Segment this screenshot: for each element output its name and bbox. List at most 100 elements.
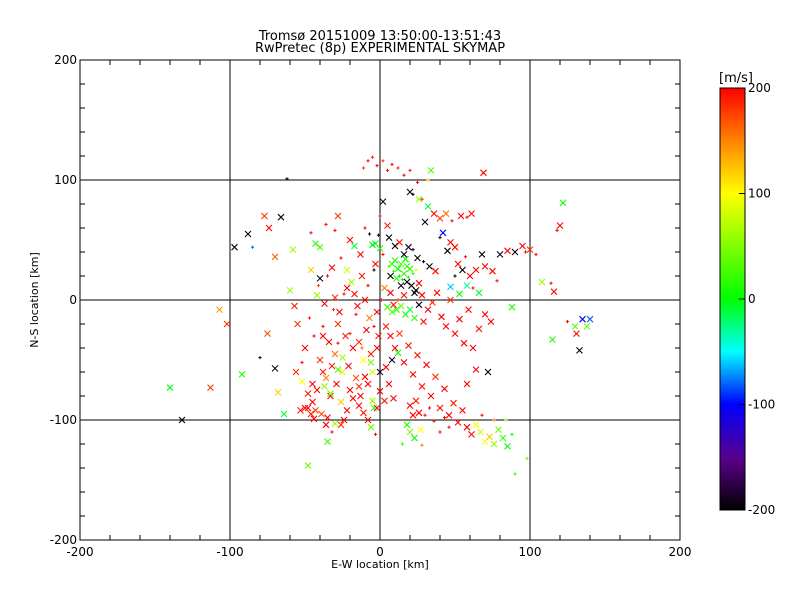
data-point-x-marker bbox=[387, 272, 394, 280]
data-point-plus-marker bbox=[331, 308, 336, 312]
data-point-x-marker bbox=[367, 350, 375, 358]
grid-lines bbox=[80, 60, 680, 540]
data-point-x-marker bbox=[324, 414, 331, 421]
data-point-plus-marker bbox=[285, 177, 289, 181]
data-point-plus-marker bbox=[366, 284, 370, 288]
data-point-x-marker bbox=[360, 356, 367, 364]
data-point-plus-marker bbox=[250, 245, 255, 249]
data-point-x-marker bbox=[405, 342, 412, 349]
data-point-plus-marker bbox=[376, 233, 381, 237]
data-point-plus-marker bbox=[411, 248, 415, 252]
data-point-x-marker bbox=[373, 308, 381, 316]
data-point-x-marker bbox=[472, 366, 480, 373]
data-point-x-marker bbox=[420, 318, 427, 325]
data-point-x-marker bbox=[223, 320, 231, 328]
data-point-plus-marker bbox=[397, 274, 402, 278]
x-axis-label: E-W location [km] bbox=[331, 558, 429, 571]
data-point-x-marker bbox=[367, 359, 375, 366]
data-point-x-marker bbox=[298, 378, 306, 385]
data-point-plus-marker bbox=[348, 332, 352, 336]
data-point-x-marker bbox=[396, 330, 403, 337]
data-point-x-marker bbox=[292, 368, 300, 376]
data-point-x-marker bbox=[415, 409, 423, 417]
data-point-x-marker bbox=[381, 397, 388, 405]
data-point-x-marker bbox=[207, 384, 214, 391]
data-point-x-marker bbox=[489, 267, 496, 275]
data-point-x-marker bbox=[511, 248, 519, 256]
data-point-x-marker bbox=[409, 411, 417, 419]
data-point-x-marker bbox=[573, 330, 580, 337]
data-point-x-marker bbox=[351, 242, 358, 250]
data-point-x-marker bbox=[478, 251, 486, 258]
x-tick-label: 0 bbox=[376, 545, 384, 559]
data-point-x-marker bbox=[576, 347, 583, 354]
data-point-plus-marker bbox=[333, 228, 337, 232]
data-point-x-marker bbox=[403, 421, 411, 429]
data-point-x-marker bbox=[310, 415, 318, 423]
data-point-x-marker bbox=[316, 275, 324, 282]
data-point-plus-marker bbox=[438, 236, 442, 240]
data-point-x-marker bbox=[363, 326, 370, 334]
data-point-x-marker bbox=[480, 169, 487, 177]
data-point-x-marker bbox=[309, 380, 316, 388]
data-point-x-marker bbox=[447, 283, 454, 291]
data-point-plus-marker bbox=[363, 226, 367, 230]
data-point-plus-marker bbox=[321, 324, 325, 328]
data-point-x-marker bbox=[403, 278, 411, 286]
data-point-x-marker bbox=[328, 264, 336, 271]
data-point-x-marker bbox=[358, 272, 366, 280]
data-point-plus-marker bbox=[471, 286, 475, 290]
colorbar-tick-label: -200 bbox=[748, 503, 775, 517]
data-point-x-marker bbox=[337, 421, 345, 429]
data-point-x-marker bbox=[349, 344, 357, 352]
data-point-x-marker bbox=[454, 419, 462, 426]
data-point-plus-marker bbox=[565, 320, 570, 324]
data-point-x-marker bbox=[444, 247, 451, 255]
data-point-plus-marker bbox=[504, 418, 508, 422]
x-tick-label: -100 bbox=[216, 545, 243, 559]
data-point-plus-marker bbox=[447, 425, 451, 429]
data-point-x-marker bbox=[424, 203, 432, 210]
data-point-plus-marker bbox=[523, 250, 528, 254]
y-tick-labels: -200 -100 0 100 200 bbox=[50, 53, 77, 547]
data-point-x-marker bbox=[312, 407, 319, 414]
data-point-plus-marker bbox=[396, 298, 400, 302]
data-point-x-marker bbox=[319, 332, 327, 340]
data-point-x-marker bbox=[294, 320, 301, 328]
data-point-x-marker bbox=[280, 410, 288, 418]
data-point-x-marker bbox=[316, 356, 324, 364]
data-point-x-marker bbox=[334, 320, 342, 328]
data-point-x-marker bbox=[508, 303, 516, 311]
data-point-x-marker bbox=[321, 383, 328, 390]
data-point-x-marker bbox=[364, 416, 372, 424]
data-point-x-marker bbox=[414, 254, 421, 262]
data-point-plus-marker bbox=[370, 155, 375, 159]
data-point-plus-marker bbox=[324, 222, 328, 226]
data-point-x-marker bbox=[484, 368, 492, 376]
data-point-x-marker bbox=[388, 356, 396, 364]
data-point-plus-marker bbox=[381, 159, 385, 163]
data-point-x-marker bbox=[291, 302, 298, 310]
colorbar-unit-label: [m/s] bbox=[719, 71, 753, 86]
data-point-plus-marker bbox=[463, 255, 468, 259]
x-tick-label: -200 bbox=[66, 545, 93, 559]
data-point-x-marker bbox=[391, 242, 399, 250]
data-point-plus-marker bbox=[420, 443, 424, 447]
data-point-x-marker bbox=[538, 278, 546, 286]
data-point-x-marker bbox=[301, 404, 309, 412]
data-point-plus-marker bbox=[307, 316, 312, 320]
x-tick-label: 200 bbox=[669, 545, 692, 559]
data-point-x-marker bbox=[412, 287, 420, 294]
data-point-x-marker bbox=[388, 308, 396, 316]
data-point-x-marker bbox=[343, 407, 351, 414]
data-point-plus-marker bbox=[492, 418, 496, 422]
data-point-plus-marker bbox=[309, 231, 313, 235]
data-point-x-marker bbox=[456, 290, 463, 298]
data-point-x-marker bbox=[355, 383, 363, 390]
data-point-x-marker bbox=[393, 306, 400, 313]
data-point-x-marker bbox=[348, 278, 355, 286]
data-point-x-marker bbox=[343, 266, 351, 274]
data-point-x-marker bbox=[402, 255, 409, 263]
data-point-x-marker bbox=[331, 350, 339, 358]
data-point-x-marker bbox=[423, 361, 430, 369]
